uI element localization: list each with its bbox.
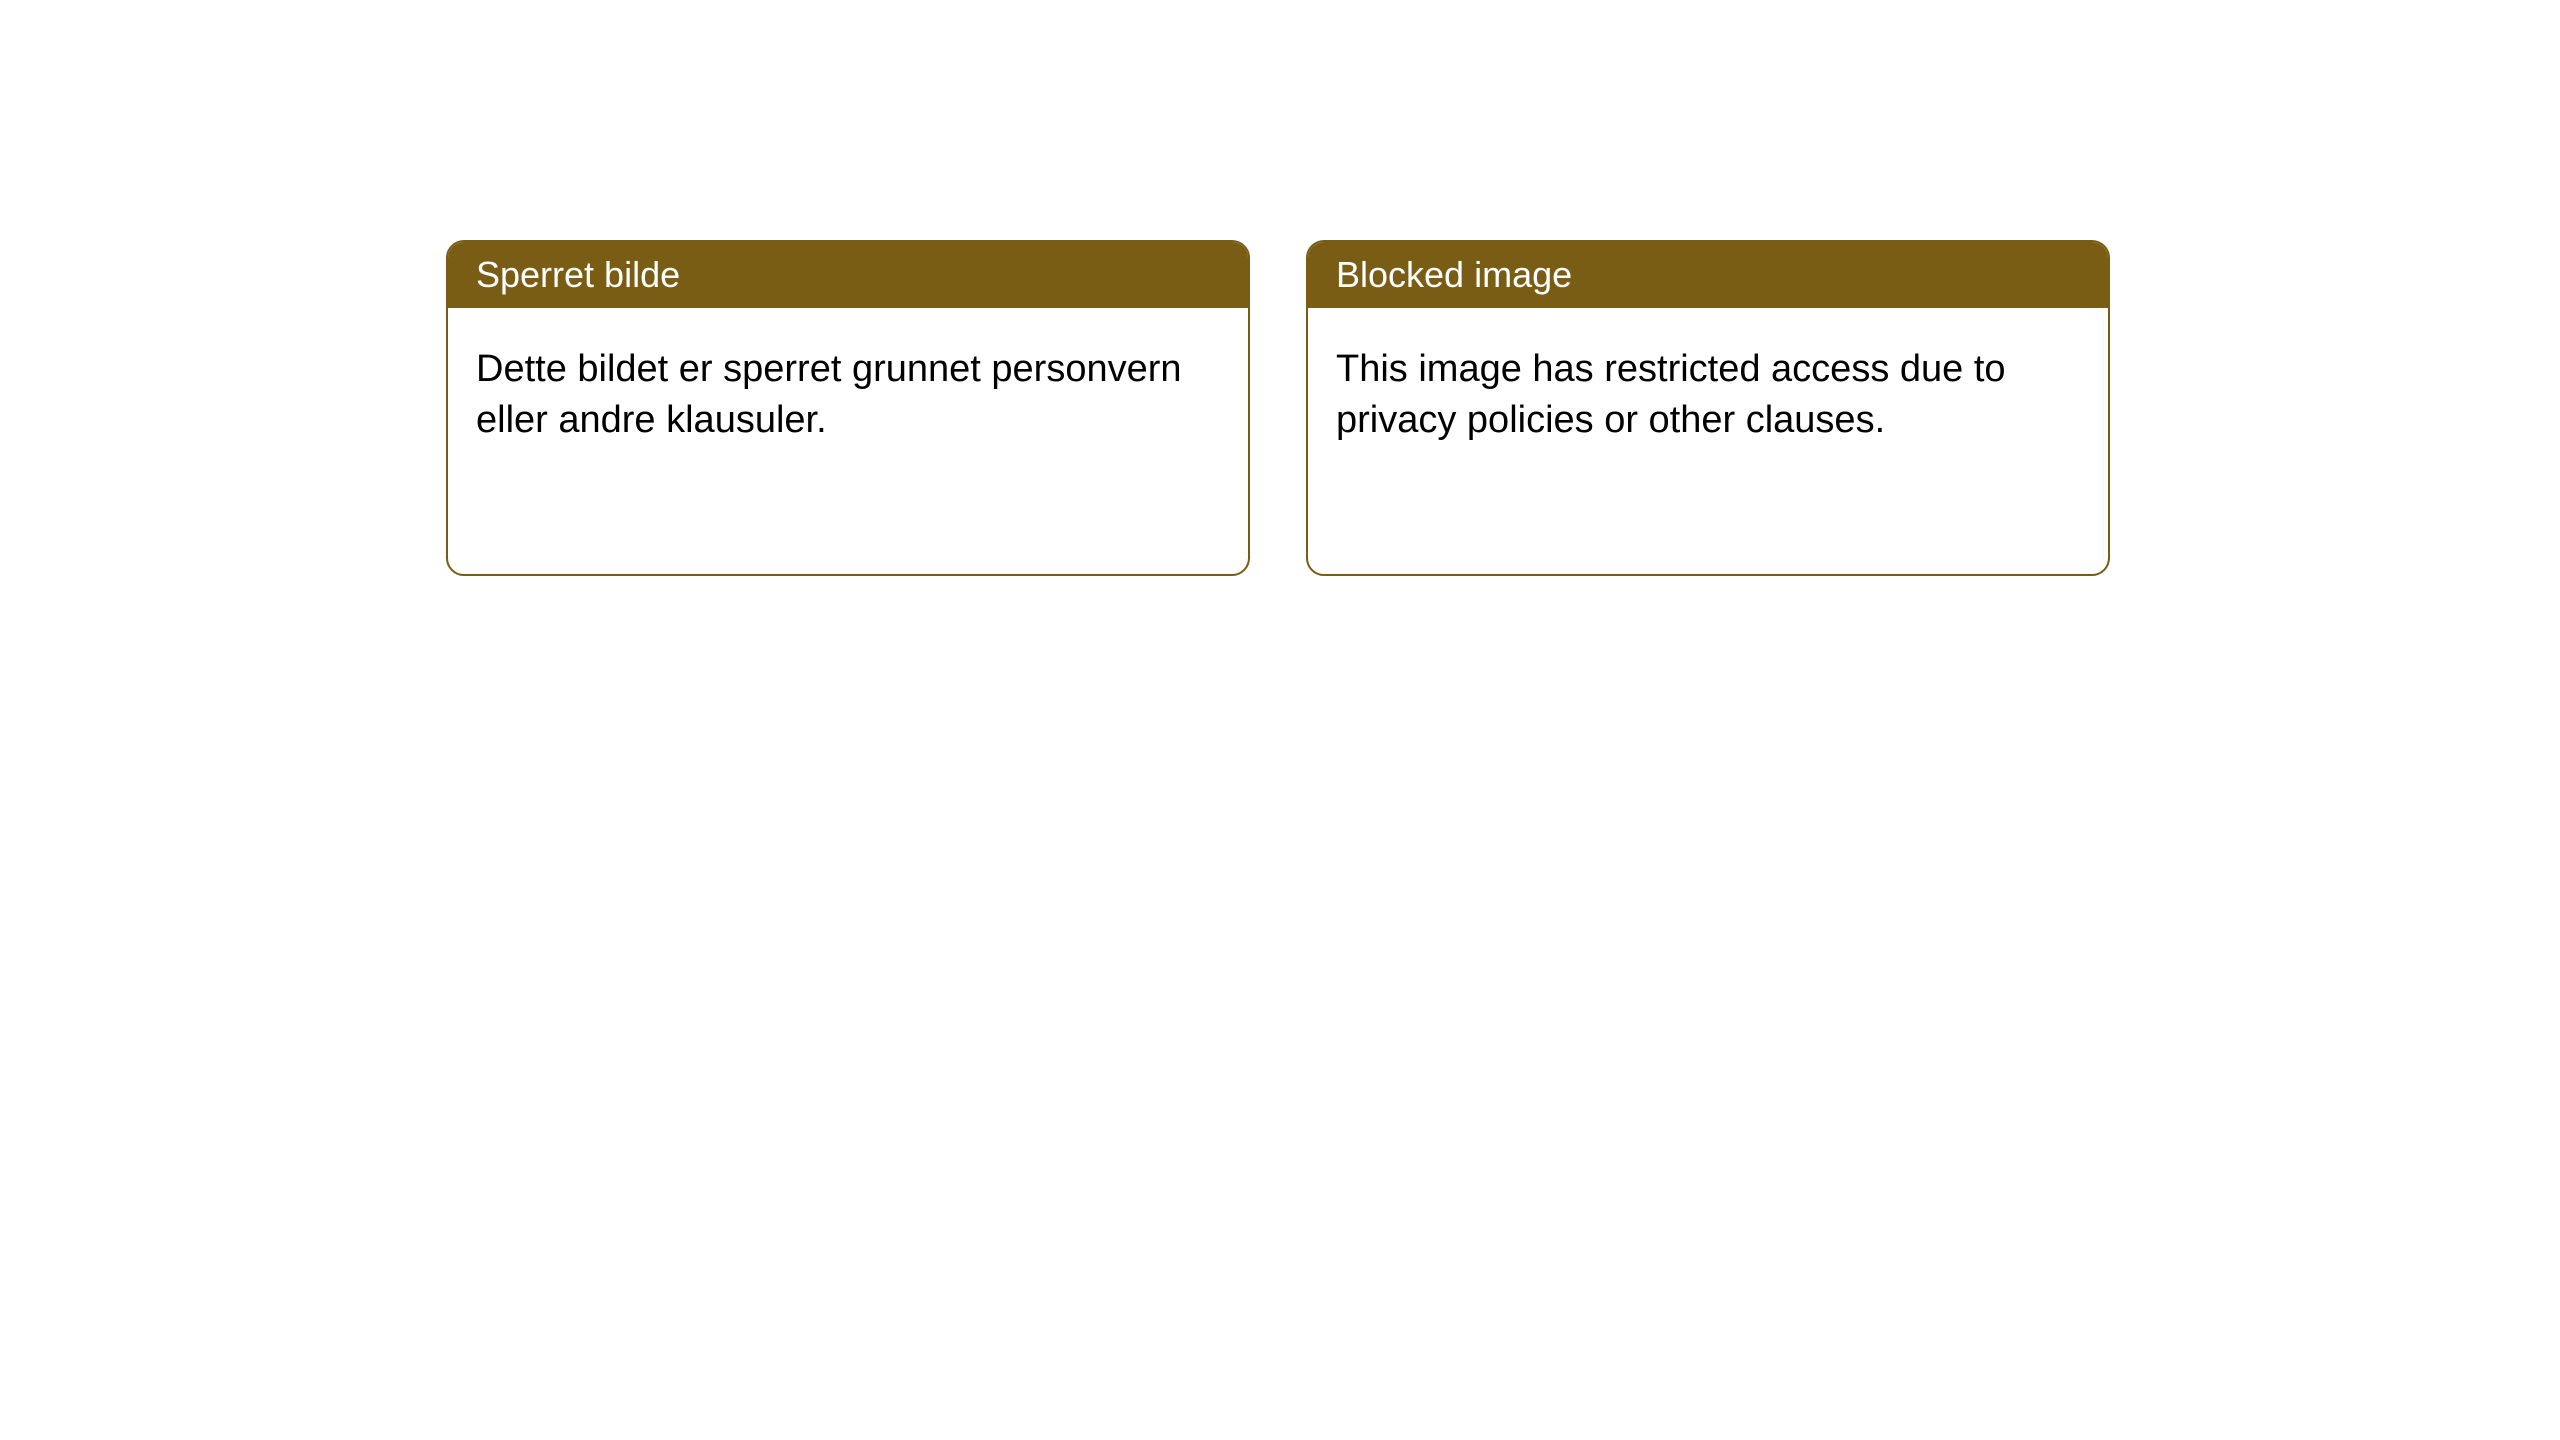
notice-body-norwegian: Dette bildet er sperret grunnet personve… — [448, 308, 1248, 483]
notice-body-english: This image has restricted access due to … — [1308, 308, 2108, 483]
notice-title-norwegian: Sperret bilde — [448, 242, 1248, 308]
notice-box-norwegian: Sperret bilde Dette bildet er sperret gr… — [446, 240, 1250, 576]
notice-box-english: Blocked image This image has restricted … — [1306, 240, 2110, 576]
notice-title-english: Blocked image — [1308, 242, 2108, 308]
notice-container: Sperret bilde Dette bildet er sperret gr… — [0, 0, 2560, 576]
